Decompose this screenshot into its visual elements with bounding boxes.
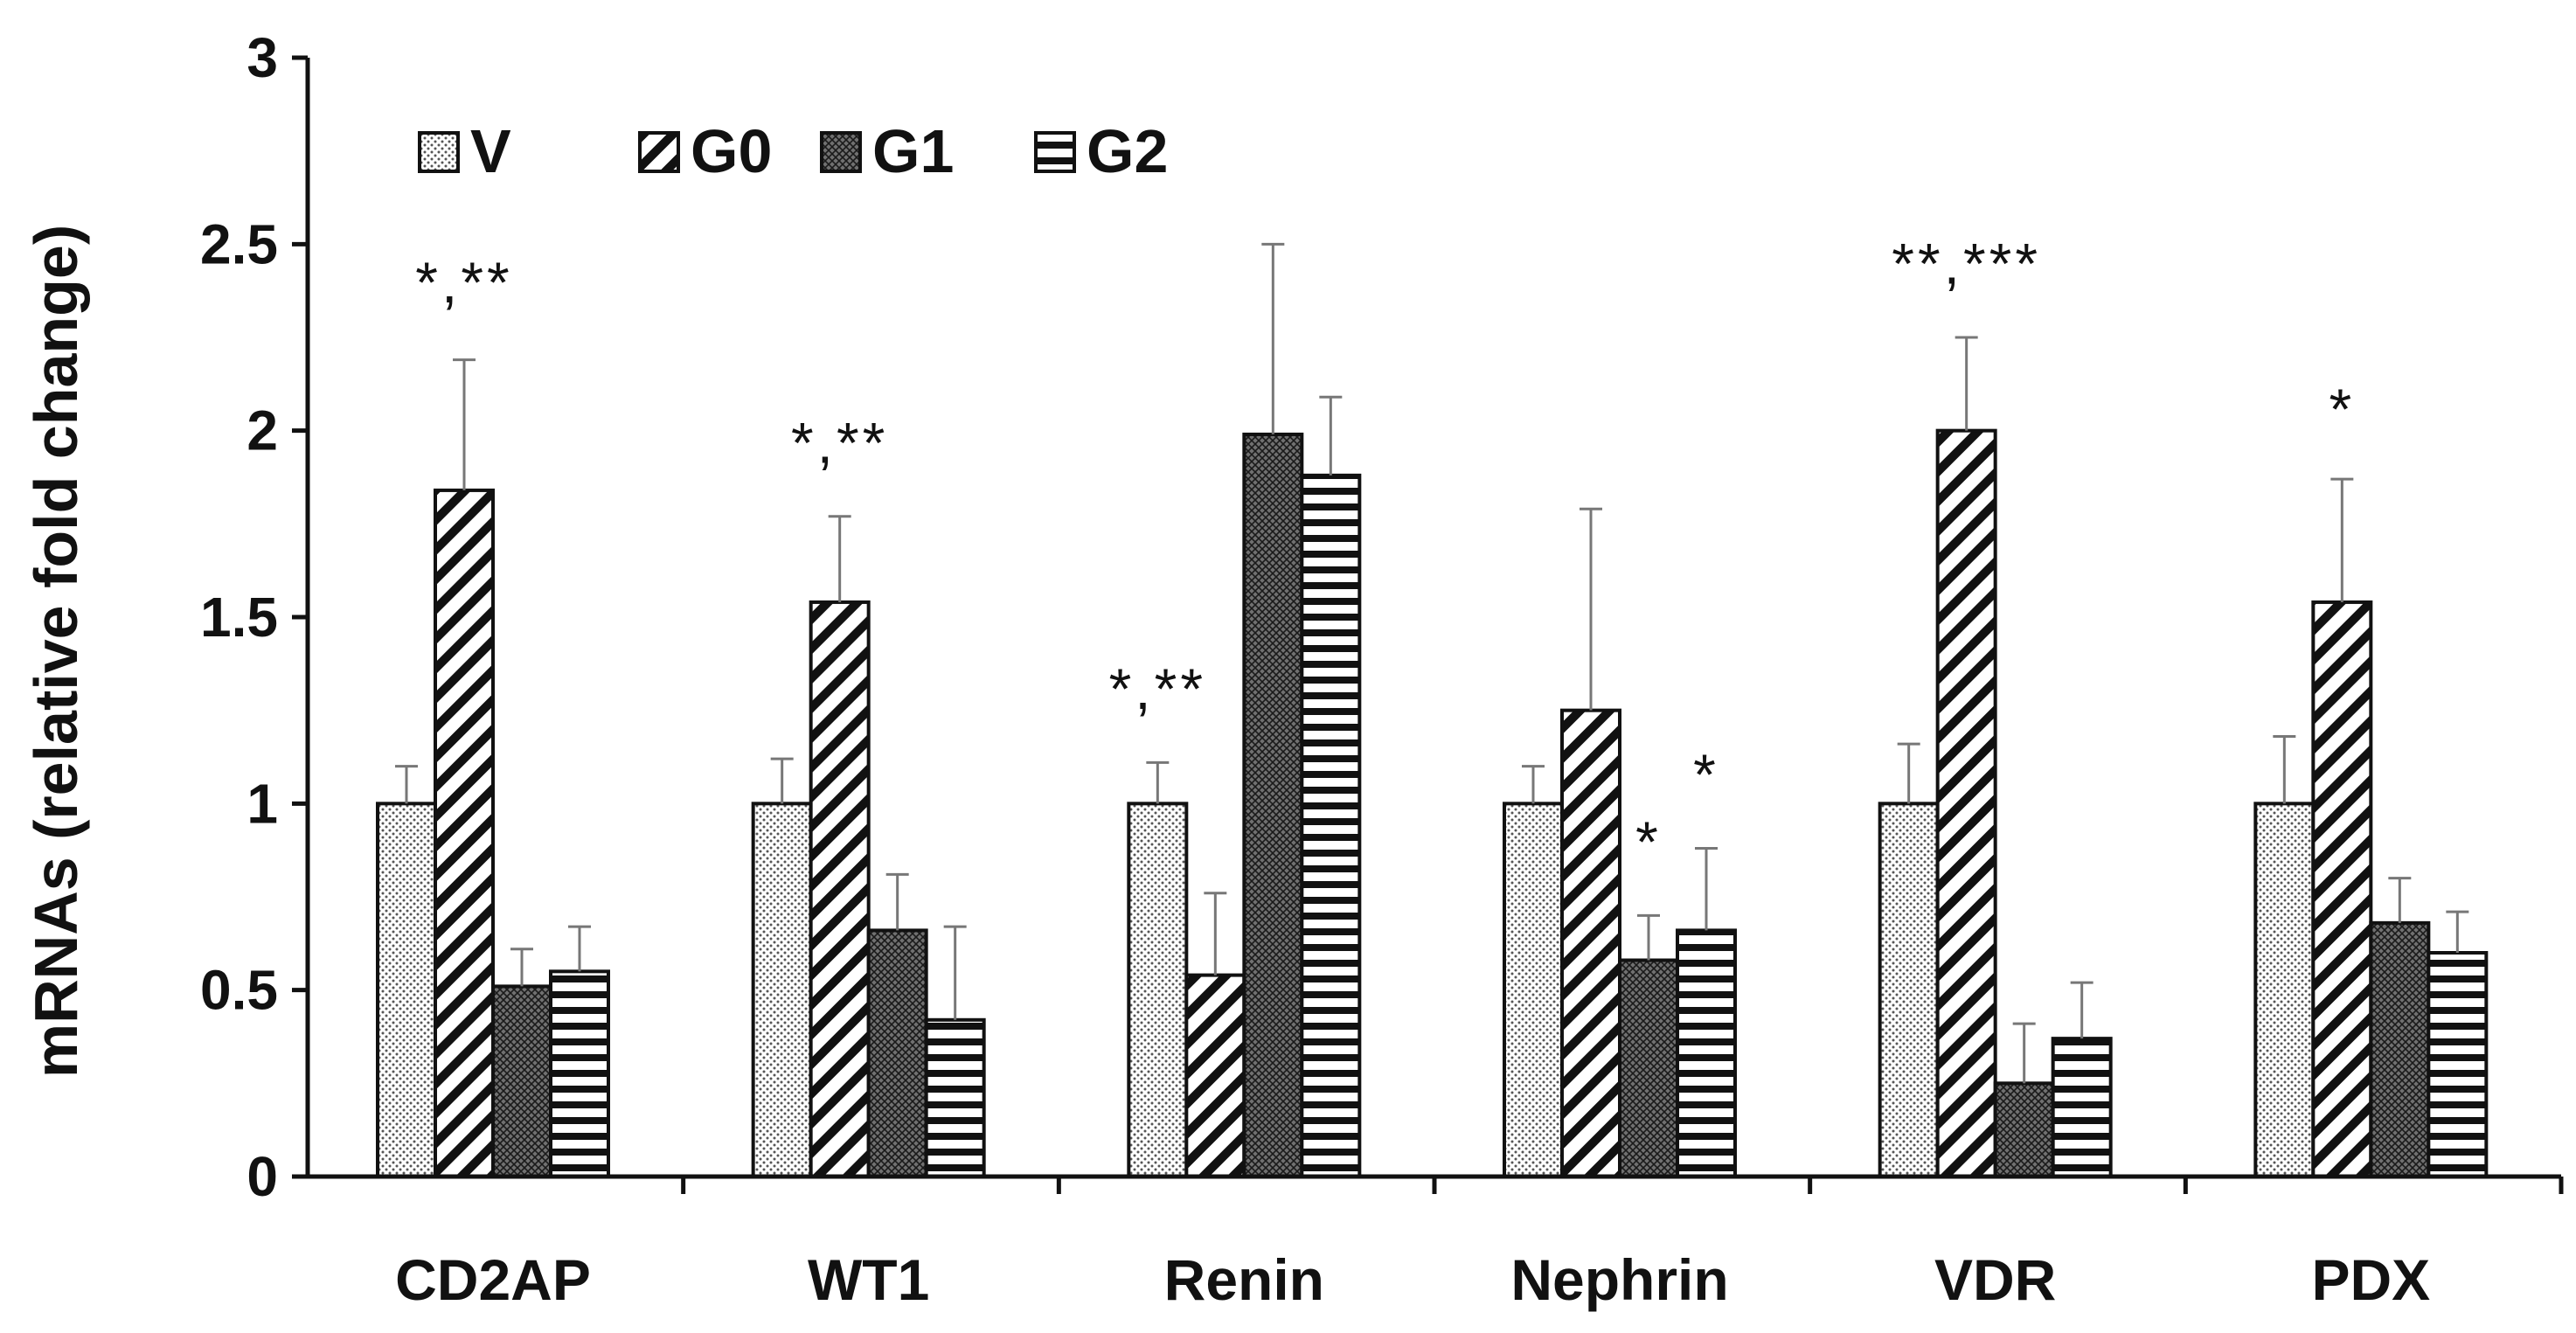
bar-G1-PDX	[2369, 920, 2431, 1179]
significance-marker: *,**	[791, 410, 888, 475]
x-category-label: Renin	[1164, 1247, 1324, 1312]
y-tick-label: 0	[246, 1145, 278, 1208]
y-tick-label: 2.5	[200, 212, 278, 275]
legend-label-G1: G1	[872, 117, 954, 185]
x-category-label: CD2AP	[395, 1247, 591, 1312]
bar-V-WT1	[751, 802, 813, 1178]
bar-G2-VDR	[2051, 1037, 2113, 1178]
x-category-label: VDR	[1934, 1247, 2056, 1312]
bar-G1-WT1	[866, 928, 928, 1179]
significance-annotations: *,** *,** *,** * * **,*** *	[415, 232, 2355, 874]
significance-marker: *	[1635, 809, 1662, 874]
y-tick-label: 1.5	[200, 586, 278, 649]
bar-G0-PDX	[2311, 600, 2373, 1178]
bars-group	[376, 428, 2489, 1179]
bar-G1-Renin	[1242, 432, 1304, 1178]
legend: V G0 G1 G2	[418, 117, 1168, 185]
bar-G0-Nephrin	[1560, 708, 1621, 1178]
bar-G1-CD2AP	[491, 984, 552, 1179]
bar-V-PDX	[2253, 802, 2316, 1178]
y-tick-label: 1	[246, 772, 278, 835]
significance-marker: **,***	[1892, 232, 2041, 296]
x-category-label: WT1	[808, 1247, 929, 1312]
bar-G2-Renin	[1300, 473, 1362, 1178]
bar-G0-CD2AP	[434, 488, 495, 1178]
y-tick-label: 3	[246, 26, 278, 89]
y-tick-label: 2	[246, 399, 278, 462]
significance-marker: *	[2329, 377, 2355, 441]
legend-swatch-G0	[638, 131, 680, 173]
bar-G2-CD2AP	[549, 969, 610, 1179]
bar-V-Nephrin	[1503, 802, 1564, 1178]
bar-G2-Nephrin	[1676, 928, 1737, 1179]
bar-V-VDR	[1878, 802, 1940, 1178]
y-tick-label: 0.5	[200, 959, 278, 1022]
significance-marker: *	[1693, 742, 1719, 807]
legend-label-G2: G2	[1087, 117, 1168, 185]
legend-swatch-G1	[820, 131, 862, 173]
bar-G0-VDR	[1935, 428, 1997, 1178]
x-axis-category-labels: CD2AP WT1 Renin Nephrin VDR PDX	[395, 1247, 2430, 1312]
bar-G0-WT1	[809, 600, 871, 1178]
significance-marker: *,**	[1109, 656, 1206, 721]
legend-swatch-V	[418, 131, 460, 173]
axes	[305, 58, 2564, 1194]
significance-marker: *,**	[415, 250, 512, 315]
bar-G2-WT1	[924, 1017, 986, 1179]
legend-label-G0: G0	[691, 117, 772, 185]
legend-swatch-G2	[1034, 131, 1076, 173]
bar-V-Renin	[1127, 802, 1189, 1178]
bar-G2-PDX	[2427, 951, 2489, 1178]
bar-G1-VDR	[1993, 1081, 2055, 1179]
error-bars-group	[395, 242, 2469, 1084]
bar-G0-Renin	[1184, 973, 1246, 1178]
x-category-label: Nephrin	[1510, 1247, 1728, 1312]
legend-label-V: V	[470, 117, 511, 185]
y-axis-ticks: 0 0.5 1 1.5 2 2.5 3	[200, 26, 308, 1208]
bar-V-CD2AP	[376, 802, 437, 1178]
bar-G1-Nephrin	[1618, 958, 1679, 1178]
x-category-label: PDX	[2311, 1247, 2430, 1312]
y-axis-title: mRNAs (relative fold change)	[22, 225, 90, 1078]
